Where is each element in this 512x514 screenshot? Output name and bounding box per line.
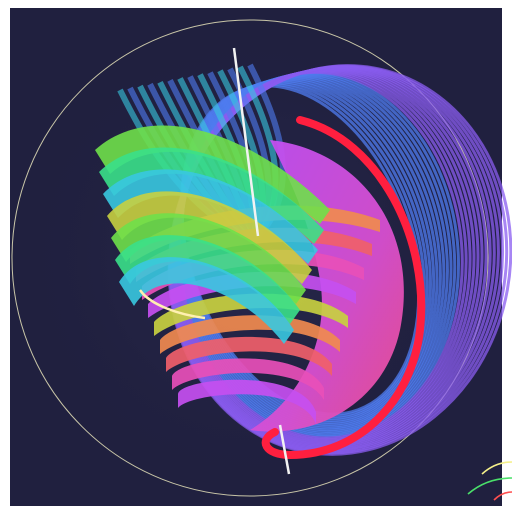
corner-arcs — [467, 461, 512, 501]
sphere-outline — [11, 19, 489, 497]
axis-line — [232, 47, 260, 237]
axis-line-lower — [278, 424, 291, 475]
cool-ribbon — [119, 257, 294, 344]
warm-ribbon — [160, 315, 340, 354]
cool-fiber-ribbons — [95, 125, 330, 344]
inner-yellow-ring — [138, 289, 206, 320]
red-fiber-ring — [261, 116, 426, 460]
warm-ribbon — [166, 336, 332, 376]
cool-ribbon — [115, 235, 300, 324]
warm-ribbon — [154, 293, 348, 336]
warm-ribbon — [178, 379, 316, 424]
warm-ribbon — [172, 358, 324, 400]
